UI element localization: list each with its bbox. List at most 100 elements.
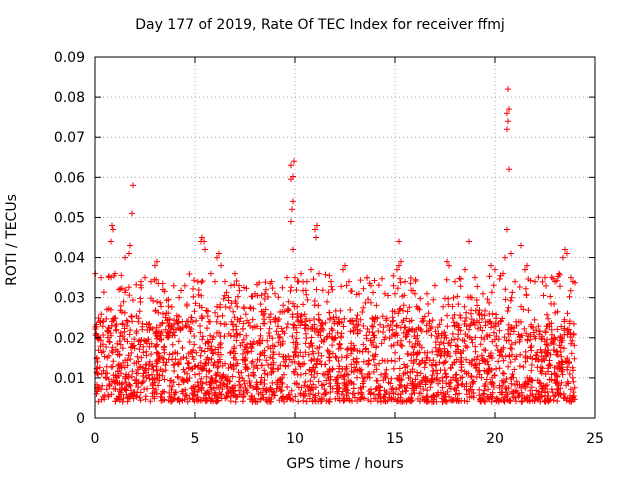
data-point [506,353,513,360]
data-point [290,321,297,328]
data-point [98,370,105,377]
data-point [397,279,404,286]
data-point [507,398,514,405]
data-point [304,296,311,303]
data-point [404,308,411,315]
data-point [96,364,103,371]
data-point [557,334,564,341]
data-point [127,356,134,363]
data-point [457,375,464,381]
data-point [551,335,557,342]
data-point [490,329,497,336]
data-point [506,106,512,113]
data-point [327,315,334,322]
data-point [326,357,333,364]
data-point [407,275,414,281]
data-point [443,276,450,283]
data-point [502,385,509,392]
data-point [208,356,215,362]
data-point [419,357,426,364]
data-point [367,386,374,393]
data-point [178,287,185,294]
data-point [341,397,348,404]
data-point [458,367,465,374]
data-point [315,350,322,357]
data-point [262,306,269,313]
data-point [390,317,397,324]
data-point [126,381,133,388]
data-point [117,329,124,336]
data-point [533,387,540,394]
data-point [528,343,535,349]
data-point [374,377,381,384]
data-point [429,372,436,379]
data-point [194,394,201,400]
data-point [176,359,182,366]
data-point [317,332,324,339]
data-point [521,325,528,332]
data-point [397,341,404,348]
data-point [473,374,480,380]
data-point [285,352,292,359]
data-point [217,391,224,398]
data-point [129,210,135,217]
data-point [554,308,561,315]
data-point [359,394,366,401]
data-point [513,353,520,360]
data-point [457,283,464,290]
data-point [239,351,246,357]
data-point [303,398,310,405]
data-point [415,305,421,312]
data-point [413,356,420,363]
data-point [425,301,431,307]
data-point [332,307,339,314]
data-point [183,377,190,383]
data-point [518,389,525,396]
data-point [558,323,565,330]
data-point [451,311,458,318]
data-point [242,311,249,318]
data-point [484,296,491,303]
data-point [380,324,387,331]
data-point [119,385,126,391]
data-point [153,358,160,364]
data-point [201,238,207,245]
data-point [482,383,489,390]
data-point [473,317,480,324]
data-point [281,330,288,337]
data-point [462,331,469,338]
data-point [216,250,222,257]
data-point [508,294,515,301]
data-point [501,370,507,377]
data-point [261,370,268,377]
data-point [270,368,277,375]
data-point [284,307,291,314]
data-point [290,368,297,375]
data-point [328,278,334,285]
data-point [381,387,388,394]
data-point [419,315,426,322]
data-point [508,341,515,348]
data-point [254,365,261,372]
data-point [556,363,563,369]
data-point [527,344,534,351]
data-point [306,344,313,351]
data-point [153,367,160,374]
data-point [512,278,518,285]
data-point [115,393,122,400]
data-point [150,376,156,383]
data-point [505,118,511,125]
data-point [357,316,364,323]
data-point [259,362,266,369]
data-point [272,290,278,297]
data-point [254,385,261,392]
data-point [293,335,300,342]
data-point [329,350,336,357]
data-point [302,370,309,377]
data-point [129,393,136,399]
data-point [501,394,508,401]
data-point [166,351,173,358]
data-point [159,388,166,395]
data-point [261,310,268,317]
data-point [214,254,220,261]
